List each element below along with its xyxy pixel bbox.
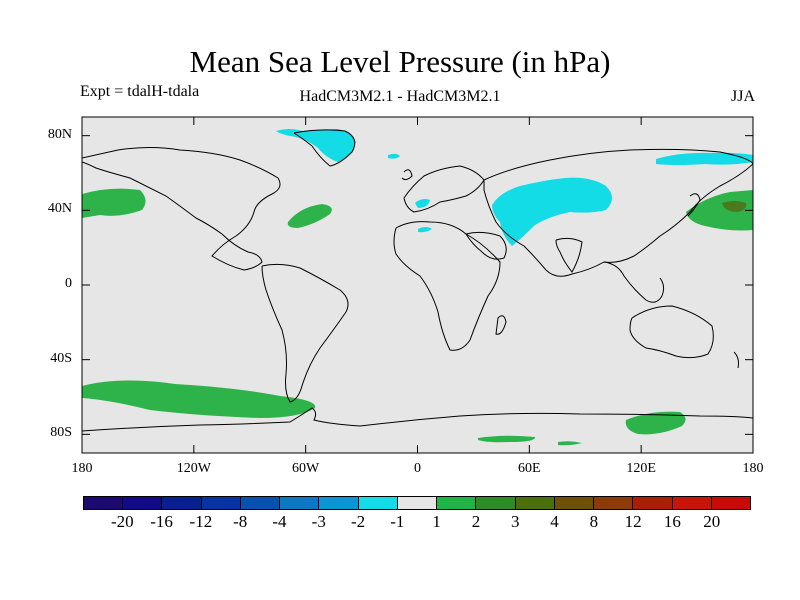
colorbar-swatch — [162, 497, 202, 509]
longitude-tick-label: 60W — [292, 461, 320, 476]
latitude-tick-label: 80N — [47, 126, 72, 142]
colorbar-swatch — [397, 497, 438, 509]
coastlines — [82, 129, 753, 432]
colorbar-label: 20 — [703, 512, 721, 531]
colorbar-swatch — [672, 497, 712, 509]
experiment-label: Expt = tdalH-tdala — [80, 83, 200, 100]
colorbar-label: 16 — [663, 512, 681, 531]
anomaly-fills — [82, 129, 753, 446]
coastline-australia — [629, 305, 714, 359]
colorbar-swatch — [84, 497, 124, 509]
negative-anomaly-greenland — [276, 129, 356, 162]
negative-anomaly-iceland — [388, 153, 400, 159]
coastline-asia — [483, 148, 753, 277]
colorbar-label: 4 — [550, 512, 559, 531]
colorbar-swatch — [280, 497, 320, 509]
latitude-tick-label: 0 — [65, 276, 72, 291]
model-comparison-label: HadCM3M2.1 - HadCM3M2.1 — [299, 88, 501, 105]
colorbar-label: -20 — [110, 512, 134, 531]
colorbar-swatch — [437, 497, 477, 509]
colorbar-swatch — [711, 497, 750, 509]
map-title: Mean Sea Level Pressure (in hPa) — [189, 44, 611, 79]
coastline-india — [555, 237, 583, 273]
longitude-tick-label: 60E — [518, 461, 541, 476]
coastline-japan — [687, 193, 701, 217]
axis-ticks — [81, 117, 754, 453]
coastline-madagascar — [495, 315, 507, 335]
coastline-greenland — [293, 129, 356, 167]
colorbar-label: -3 — [311, 512, 326, 531]
colorbar-swatch — [554, 497, 595, 509]
colorbar-swatch — [633, 497, 673, 509]
colorbar-label: -12 — [189, 512, 213, 531]
colorbar-swatch — [594, 497, 634, 509]
colorbar-swatch — [319, 497, 359, 509]
colorbar-swatch — [476, 497, 516, 509]
positive-anomaly-antarctic-coast-2 — [558, 441, 582, 446]
colorbar-label: 12 — [624, 512, 642, 531]
season-label: JJA — [730, 88, 755, 105]
negative-anomaly-east-siberian-sea — [656, 152, 753, 165]
colorbar-label: -8 — [233, 512, 248, 531]
negative-anomaly-caspian — [415, 199, 430, 208]
latitude-tick-label: 80S — [50, 425, 72, 441]
coastline-south-america — [261, 263, 349, 403]
coastline-antarctica — [82, 407, 753, 432]
coastline-new-zealand — [733, 351, 739, 369]
colorbar-label: 2 — [471, 512, 481, 531]
colorbar-swatch — [240, 497, 281, 509]
positive-anomaly-ne-pacific — [82, 188, 146, 218]
positive-anomaly-nw-pacific — [686, 190, 753, 231]
coastline-arabia — [465, 231, 507, 260]
positive-anomaly-antarctic-coast-1 — [478, 435, 536, 443]
colorbar-swatch — [515, 497, 555, 509]
colorbar — [83, 496, 751, 510]
coastline-uk — [401, 169, 413, 181]
colorbar-label: 8 — [589, 512, 599, 531]
colorbar-swatch — [201, 497, 241, 509]
colorbar-swatch — [358, 497, 398, 509]
positive-anomaly-southern-ocean-indian — [625, 411, 686, 435]
negative-anomaly-central-asia — [492, 177, 612, 246]
coastline-southeast-asia — [603, 261, 665, 303]
colorbar-label: -1 — [390, 512, 405, 531]
colorbar-label: 3 — [510, 512, 520, 531]
positive-anomaly-southern-ocean-pacific — [82, 380, 316, 418]
strong-positive-anomaly-nw-pacific — [722, 201, 747, 212]
longitude-tick-label: 120W — [176, 461, 211, 476]
latitude-tick-label: 40S — [50, 350, 72, 366]
coastline-europe — [403, 165, 485, 213]
colorbar-label: -16 — [150, 512, 173, 531]
longitude-tick-label: 0 — [414, 461, 421, 476]
colorbar-swatch — [123, 497, 163, 509]
colorbar-label: -4 — [272, 512, 287, 531]
negative-anomaly-mediterranean — [418, 227, 432, 233]
longitude-tick-label: 180 — [71, 461, 93, 476]
latitude-tick-label: 40N — [47, 201, 72, 217]
colorbar-label: -2 — [350, 512, 366, 531]
coastline-africa — [393, 221, 501, 351]
longitude-tick-label: 120E — [626, 461, 656, 476]
positive-anomaly-north-atlantic — [287, 204, 332, 228]
coastline-north-america — [82, 147, 281, 271]
longitude-tick-label: 180 — [742, 461, 764, 476]
colorbar-label: 1 — [432, 512, 441, 531]
